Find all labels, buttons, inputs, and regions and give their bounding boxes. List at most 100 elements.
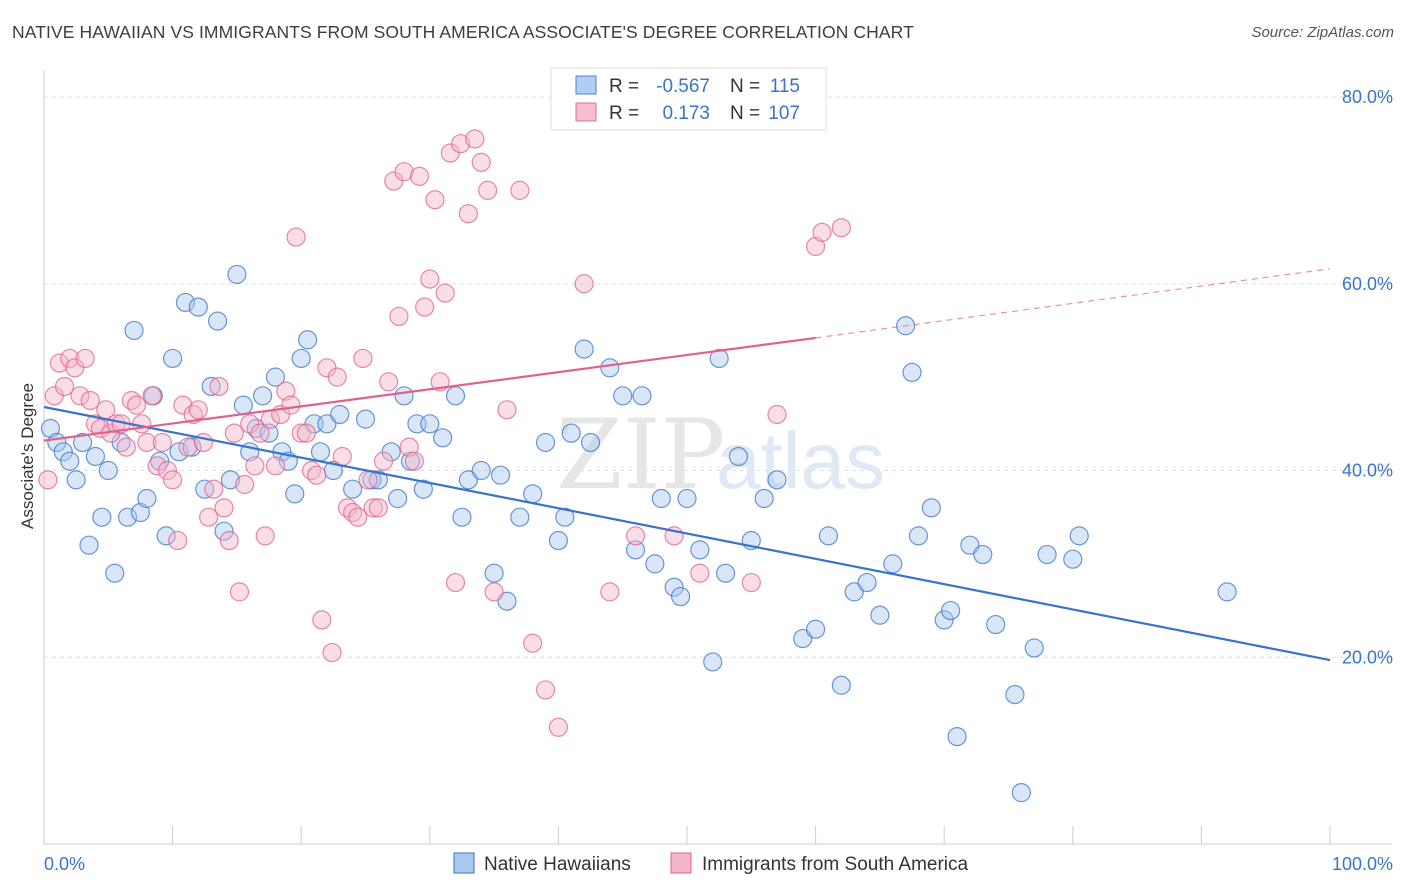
data-point [368,498,388,518]
data-point [600,582,620,602]
data-point [332,446,352,467]
data-point [510,180,530,200]
series-native-hawaiians [40,264,1237,803]
data-point [291,348,311,369]
data-point [535,432,556,453]
data-point [728,446,749,467]
data-point [1063,549,1083,569]
y-tick-label: 20.0% [1342,647,1393,667]
source-label: Source: ZipAtlas.com [1251,24,1394,41]
bottom-legend-swatch-pink [670,852,692,874]
data-point [201,376,221,397]
trend-line [43,336,816,442]
data-point [137,488,157,509]
data-point [389,306,409,327]
data-point [490,465,511,485]
data-point [388,488,408,509]
data-point [53,442,73,462]
data-point [373,451,394,471]
data-point [548,530,569,551]
bottom-legend-label-blue: Native Hawaiians [484,854,631,875]
data-point [1011,783,1031,803]
data-point [291,423,311,443]
data-point [767,404,787,425]
data-point [703,652,723,672]
data-point [420,414,440,434]
data-point [163,470,183,490]
data-point [265,456,286,476]
data-point [204,479,224,499]
data-point [435,283,455,303]
data-point [902,362,922,383]
data-point [805,236,826,256]
legend-r-value-pink: 0.173 [662,103,710,124]
data-point [934,610,954,630]
data-point [92,507,112,527]
data-point [72,432,93,453]
data-point [130,502,151,523]
y-axis-title: Associate's Degree [18,383,37,529]
trend-line-extension [815,268,1331,339]
data-point [394,162,414,182]
data-point [523,484,543,504]
data-point [214,498,234,518]
data-point [1024,638,1044,658]
data-point [253,386,273,406]
data-point [116,437,136,457]
data-point [947,727,967,747]
data-point [353,348,373,369]
data-point [79,535,99,555]
data-point [147,456,167,476]
data-point [298,330,318,350]
data-point [98,460,118,481]
data-point [219,530,239,551]
x-ticks [43,826,1331,844]
data-point [445,572,466,593]
data-point [523,633,543,653]
data-point [317,414,337,434]
data-point [229,582,250,602]
data-point [986,614,1006,635]
data-point [690,563,710,583]
data-point [677,488,697,509]
data-point [208,311,228,331]
data-point [535,680,556,700]
data-point [85,446,106,467]
data-point [75,348,95,369]
data-point [60,348,80,369]
data-point [250,423,270,443]
data-point [245,456,265,476]
data-point [471,152,491,172]
data-point [425,190,445,210]
data-point [54,376,75,397]
data-point [40,418,61,439]
data-point [497,400,517,420]
data-point [471,460,491,481]
data-point [458,204,478,224]
data-point [152,432,172,453]
watermark: ZIP atlas [556,399,885,511]
data-point [188,297,208,317]
data-point [805,619,826,639]
data-point [220,470,241,490]
data-point [363,498,383,518]
data-point [415,297,435,317]
data-point [625,540,646,560]
data-point [452,507,472,527]
data-point [142,386,162,406]
data-point [767,470,787,490]
bottom-legend-swatch-blue [453,852,475,874]
bottom-legend: Native Hawaiians Immigrants from South A… [453,852,969,875]
data-point [484,582,504,602]
data-point [227,264,247,285]
data-point [478,180,498,200]
data-point [178,437,198,457]
data-point [741,572,761,593]
data-point [458,470,478,490]
data-point [1005,684,1025,705]
data-point [156,526,176,546]
data-point [651,488,671,509]
legend-n-label: N = [730,103,760,124]
data-point [209,376,229,397]
